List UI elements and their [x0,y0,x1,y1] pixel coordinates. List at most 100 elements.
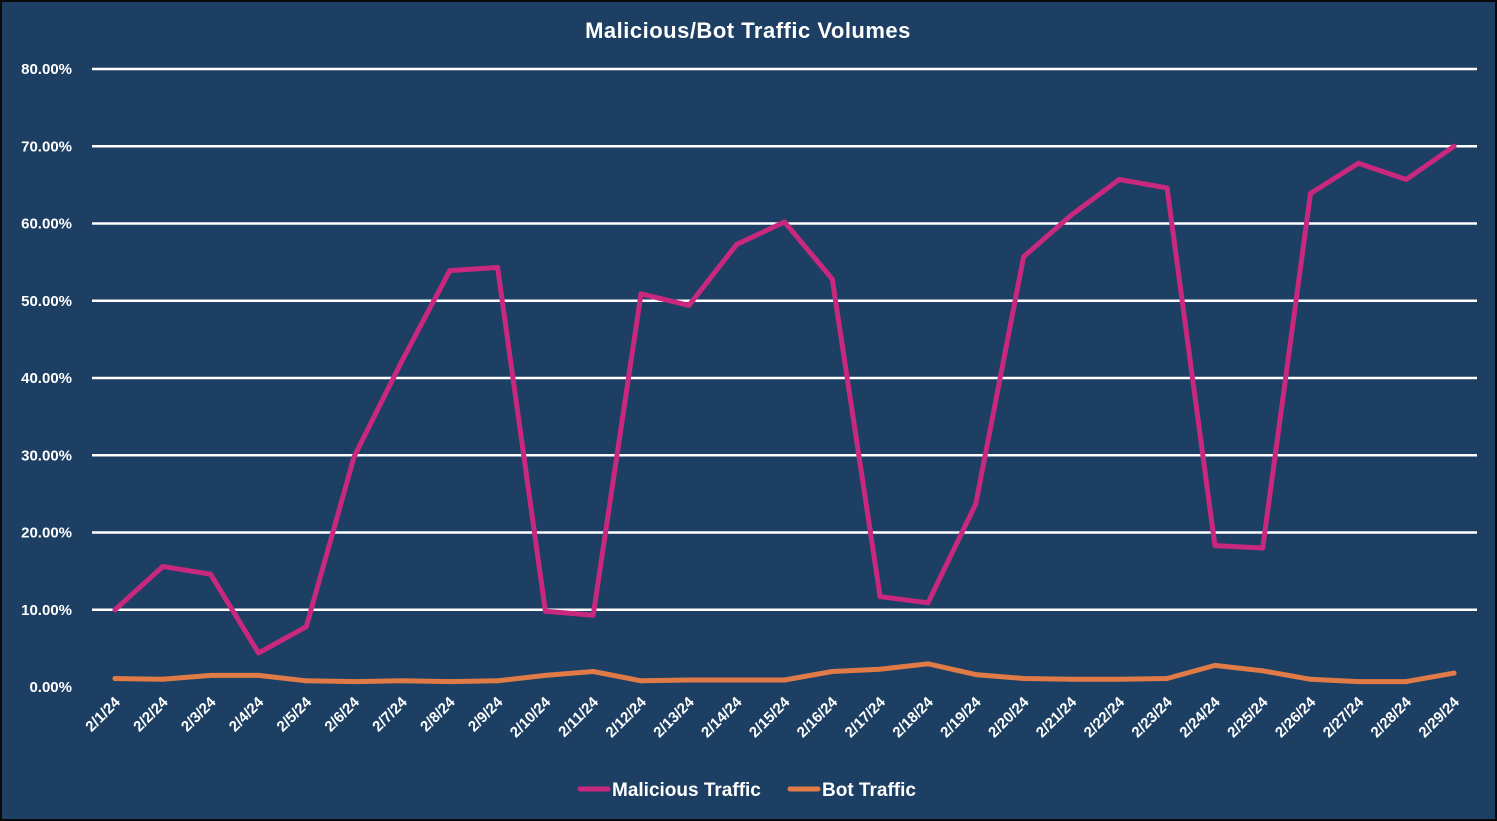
data-point-malicious-traffic [925,600,931,606]
y-tick-label: 40.00% [21,370,72,387]
x-tick-label: 2/27/24 [1320,693,1368,741]
x-tick-label: 2/14/24 [698,693,746,741]
y-tick-label: 80.00% [21,61,72,78]
x-tick-label: 2/6/24 [321,693,363,735]
x-tick-label: 2/20/24 [985,693,1033,741]
gridlines [92,67,1477,611]
x-tick-label: 2/28/24 [1368,693,1416,741]
data-point-bot-traffic [447,679,453,685]
data-point-malicious-traffic [1355,160,1361,166]
data-point-malicious-traffic [160,563,166,569]
data-point-bot-traffic [1164,676,1170,682]
data-point-bot-traffic [590,669,596,675]
data-point-bot-traffic [877,666,883,672]
x-tick-label: 2/4/24 [226,693,268,735]
x-tick-label: 2/7/24 [369,693,411,735]
data-point-malicious-traffic [208,571,214,577]
data-point-bot-traffic [112,676,118,682]
x-tick-label: 2/8/24 [417,693,459,735]
x-tick-label: 2/3/24 [178,693,220,735]
chart-title: Malicious/Bot Traffic Volumes [585,18,911,43]
data-point-malicious-traffic [399,358,405,364]
x-tick-label: 2/5/24 [274,693,316,735]
x-tick-label: 2/1/24 [82,693,124,735]
x-axis-ticks: 2/1/24 2/2/24 2/3/24 2/4/24 2/5/24 2/6/24 2/7/… [82,693,1463,741]
x-tick-label: 2/15/24 [746,693,794,741]
data-point-malicious-traffic [351,454,357,460]
data-point-bot-traffic [782,677,787,683]
data-point-malicious-traffic [829,276,835,282]
data-point-malicious-traffic [782,219,787,225]
series-lines [112,143,1457,685]
data-point-bot-traffic [829,669,835,675]
x-tick-label: 2/18/24 [889,693,937,741]
x-tick-label: 2/9/24 [465,693,507,735]
x-tick-label: 2/10/24 [507,693,555,741]
data-point-malicious-traffic [638,291,644,297]
data-point-bot-traffic [351,679,357,685]
data-point-malicious-traffic [1116,176,1122,182]
data-point-bot-traffic [1021,676,1027,682]
data-point-malicious-traffic [1164,185,1170,191]
data-point-malicious-traffic [1403,176,1409,182]
data-point-bot-traffic [1260,668,1266,674]
data-point-malicious-traffic [255,650,261,656]
data-point-bot-traffic [160,676,166,682]
x-tick-label: 2/19/24 [937,693,985,741]
x-tick-label: 2/26/24 [1272,693,1320,741]
data-point-malicious-traffic [1021,254,1027,260]
data-point-bot-traffic [399,678,405,684]
data-point-malicious-traffic [1308,190,1314,196]
x-tick-label: 2/21/24 [1033,693,1081,741]
data-point-bot-traffic [255,672,261,678]
data-point-malicious-traffic [112,607,118,613]
data-point-bot-traffic [495,678,501,684]
data-point-malicious-traffic [1451,143,1457,149]
data-point-bot-traffic [734,677,740,683]
data-point-bot-traffic [1355,679,1361,685]
y-tick-label: 70.00% [21,138,72,155]
y-tick-label: 10.00% [21,602,72,619]
data-point-malicious-traffic [447,268,453,274]
x-tick-label: 2/29/24 [1415,693,1463,741]
data-point-bot-traffic [686,677,692,683]
x-tick-label: 2/17/24 [842,693,890,741]
data-point-bot-traffic [1308,676,1314,682]
data-point-malicious-traffic [686,302,692,308]
data-point-bot-traffic [973,672,979,678]
data-point-bot-traffic [1403,679,1409,685]
data-point-malicious-traffic [1212,543,1218,549]
y-tick-label: 50.00% [21,293,72,310]
x-tick-label: 2/25/24 [1224,693,1272,741]
data-point-bot-traffic [925,661,931,667]
y-tick-label: 60.00% [21,216,72,233]
data-point-malicious-traffic [303,624,309,630]
data-point-bot-traffic [208,672,214,678]
x-tick-label: 2/11/24 [555,693,602,740]
data-point-malicious-traffic [1068,212,1074,218]
y-tick-label: 30.00% [21,447,72,464]
legend-item-malicious-traffic: Malicious Traffic [577,780,761,801]
x-tick-label: 2/23/24 [1128,693,1176,741]
legend-label: Bot Traffic [822,780,916,801]
data-point-bot-traffic [1212,662,1218,668]
data-point-bot-traffic [1116,676,1122,682]
data-point-bot-traffic [1068,676,1074,682]
data-point-malicious-traffic [877,594,883,600]
x-tick-label: 2/2/24 [130,693,172,735]
x-tick-label: 2/13/24 [650,693,698,741]
data-point-malicious-traffic [542,608,548,614]
y-tick-label: 0.00% [29,679,72,696]
x-tick-label: 2/12/24 [602,693,650,741]
data-point-malicious-traffic [495,265,501,271]
y-axis-ticks: 0.00% 10.00% 20.00% 30.00% 40.00% 50.00% 60.00… [21,61,72,696]
data-point-bot-traffic [638,678,644,684]
data-point-bot-traffic [1451,670,1457,676]
legend-item-bot-traffic: Bot Traffic [787,780,916,801]
y-tick-label: 20.00% [21,525,72,542]
data-point-bot-traffic [303,678,309,684]
data-point-malicious-traffic [734,241,740,247]
legend-label: Malicious Traffic [612,780,761,801]
data-point-malicious-traffic [590,612,596,618]
